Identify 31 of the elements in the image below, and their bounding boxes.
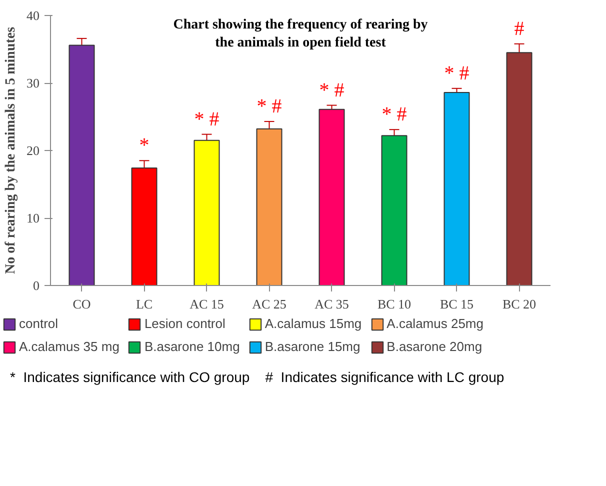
data-label: * # [256,95,282,118]
data-label: * # [319,79,344,102]
legend-label: A.calamus 25mg [386,316,484,331]
data-label: * # [382,104,407,126]
legend-label: B.asarone 10mg [144,339,240,354]
legend-label: Lesion control [144,316,226,331]
x-tick-label: BC 15 [440,296,474,312]
x-tick-label: AC 15 [190,296,224,312]
x-tick-label: BC 10 [377,296,412,312]
y-tick-label: 40 [26,8,40,23]
legend-label: control [19,316,58,331]
text: * Indicates significance with CO group # Indicates significance with LC group [10,368,504,387]
y-tick-label: 10 [26,210,40,226]
legend-label: A.calamus 15mg [264,316,362,331]
data-label: # [514,18,524,40]
x-tick-label: AC 35 [314,296,349,312]
text: Chart showing the frequency of rearing by the animals in open field test [173,18,428,50]
x-tick-label: AC 25 [252,296,286,312]
y-axis-title: No of rearing by the animals in 5 minutes [4,26,18,274]
y-tick-label: 0 [33,278,40,293]
y-tick-label: 20 [26,143,40,158]
data-label: * [139,134,150,157]
data-label: * # [444,62,470,84]
legend-label: A.calamus 35 mg [19,339,120,354]
legend-label: B.asarone 20mg [386,339,482,354]
x-tick-label: BC 20 [502,296,536,312]
x-tick-label: LC [136,296,153,312]
y-tick-label: 30 [26,76,40,90]
legend-label: B.asarone 15mg [264,339,360,354]
data-label: * # [194,108,220,130]
x-tick-label: CO [72,296,91,312]
